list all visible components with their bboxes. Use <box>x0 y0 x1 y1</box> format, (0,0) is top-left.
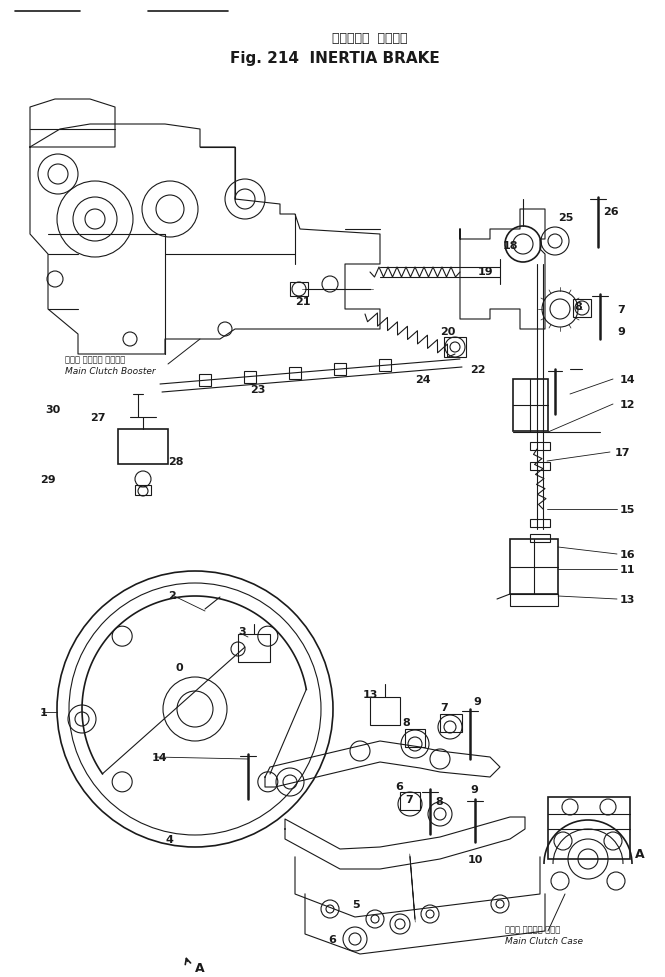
Text: 25: 25 <box>558 213 573 223</box>
Bar <box>510 539 558 594</box>
Text: 8: 8 <box>574 302 582 312</box>
Text: A: A <box>635 848 644 861</box>
Text: メイン クラッチ ケース: メイン クラッチ ケース <box>505 924 560 934</box>
Text: 23: 23 <box>250 385 265 395</box>
Text: 14: 14 <box>152 752 168 762</box>
Text: 24: 24 <box>415 374 431 385</box>
Bar <box>290 282 308 297</box>
Bar <box>405 729 425 747</box>
Bar <box>370 698 400 725</box>
Text: 27: 27 <box>90 412 106 423</box>
Text: メイン クラッチ ブースタ: メイン クラッチ ブースタ <box>65 355 125 364</box>
Bar <box>400 792 420 810</box>
Text: 13: 13 <box>363 690 378 700</box>
Bar <box>513 380 548 432</box>
Text: Fig. 214  INERTIA BRAKE: Fig. 214 INERTIA BRAKE <box>230 51 440 65</box>
Text: 20: 20 <box>440 326 456 337</box>
Text: 17: 17 <box>615 447 630 457</box>
Text: 30: 30 <box>45 404 61 414</box>
Bar <box>530 534 550 542</box>
Bar <box>440 714 462 732</box>
Text: 5: 5 <box>352 899 360 909</box>
Text: 8: 8 <box>435 796 443 806</box>
Text: 10: 10 <box>468 854 483 864</box>
Text: 11: 11 <box>620 565 636 574</box>
Bar <box>379 360 391 372</box>
Bar <box>530 462 550 471</box>
Bar <box>289 367 301 379</box>
Bar <box>510 594 558 607</box>
Text: 12: 12 <box>620 400 636 409</box>
Bar <box>444 338 466 358</box>
Text: 29: 29 <box>40 475 56 485</box>
Text: 9: 9 <box>617 326 625 337</box>
Text: Main Clutch Case: Main Clutch Case <box>505 937 583 946</box>
Text: 14: 14 <box>620 374 636 385</box>
Text: 19: 19 <box>478 267 493 276</box>
Bar <box>118 430 168 464</box>
Bar <box>548 797 630 859</box>
Text: 1: 1 <box>40 707 48 717</box>
Text: 13: 13 <box>620 594 635 605</box>
Text: イナーシャ  ブレーキ: イナーシャ ブレーキ <box>332 31 408 45</box>
Bar <box>135 486 151 495</box>
Text: 2: 2 <box>168 590 176 601</box>
Text: A: A <box>195 960 205 973</box>
Text: 15: 15 <box>620 504 635 515</box>
Text: 4: 4 <box>165 834 173 844</box>
Bar <box>334 363 346 375</box>
Bar <box>238 634 270 662</box>
Bar <box>244 371 256 383</box>
Text: 9: 9 <box>473 697 481 706</box>
Text: 6: 6 <box>328 934 336 944</box>
Bar <box>530 443 550 450</box>
Text: 8: 8 <box>402 717 410 727</box>
Bar <box>573 300 591 318</box>
Text: 0: 0 <box>175 662 183 672</box>
Bar <box>199 375 211 387</box>
Text: 21: 21 <box>295 297 311 307</box>
Text: 9: 9 <box>470 785 478 794</box>
Text: 26: 26 <box>603 207 618 217</box>
Text: 16: 16 <box>620 549 636 560</box>
Text: 3: 3 <box>238 626 245 636</box>
Text: 7: 7 <box>440 702 448 712</box>
Text: 18: 18 <box>503 240 519 251</box>
Text: Main Clutch Booster: Main Clutch Booster <box>65 367 156 376</box>
Text: 28: 28 <box>168 456 184 467</box>
Text: 7: 7 <box>617 305 624 315</box>
Text: 7: 7 <box>405 794 413 804</box>
Bar <box>530 520 550 528</box>
Text: 6: 6 <box>395 782 403 791</box>
Text: 22: 22 <box>470 364 485 374</box>
